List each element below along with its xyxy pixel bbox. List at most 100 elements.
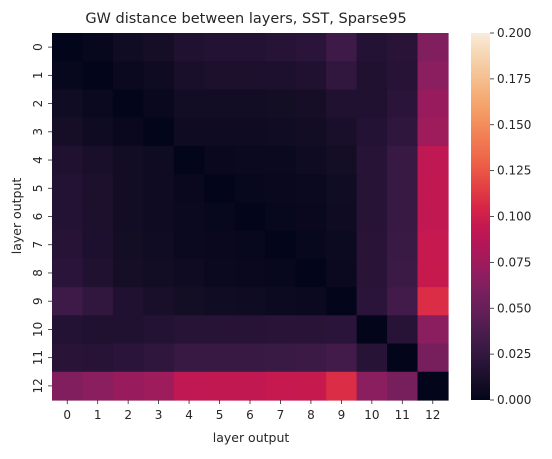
heatmap-cell-9-7 — [265, 287, 297, 316]
y-tick-label: 9 — [31, 297, 45, 305]
heatmap-cell-11-2 — [112, 343, 144, 373]
heatmap-cell-9-0 — [52, 287, 84, 316]
heatmap-cell-3-1 — [82, 117, 114, 147]
heatmap-cell-8-8 — [295, 258, 327, 288]
heatmap-cell-3-7 — [265, 117, 297, 147]
heatmap-cell-9-2 — [112, 287, 144, 316]
heatmap-cell-8-1 — [82, 258, 114, 288]
heatmap-cell-10-6 — [234, 315, 266, 345]
colorbar-tick-label: 0.125 — [497, 164, 531, 178]
heatmap-cell-5-6 — [234, 174, 266, 203]
heatmap-cell-12-4 — [173, 371, 205, 401]
heatmap-cell-5-5 — [204, 174, 236, 203]
heatmap-cell-10-12 — [417, 315, 449, 345]
heatmap-cell-12-7 — [265, 371, 297, 401]
heatmap-cell-0-7 — [265, 33, 297, 62]
heatmap-cell-10-4 — [173, 315, 205, 345]
heatmap-cell-10-7 — [265, 315, 297, 345]
heatmap-cell-0-10 — [356, 33, 388, 62]
x-tick-label: 6 — [246, 408, 254, 422]
heatmap-cell-2-12 — [417, 89, 449, 119]
heatmap-cell-11-8 — [295, 343, 327, 373]
x-tick-label: 2 — [124, 408, 132, 422]
heatmap-cell-4-3 — [143, 145, 175, 175]
heatmap-cell-10-2 — [112, 315, 144, 345]
y-tick-label: 7 — [31, 241, 45, 249]
heatmap-cell-0-2 — [112, 33, 144, 62]
colorbar-tick-label: 0.000 — [497, 393, 531, 407]
heatmap-cell-2-5 — [204, 89, 236, 119]
y-tick-label: 8 — [31, 269, 45, 277]
heatmap-cell-4-6 — [234, 145, 266, 175]
heatmap-cell-3-11 — [387, 117, 419, 147]
heatmap-cell-9-8 — [295, 287, 327, 316]
heatmap-cell-3-8 — [295, 117, 327, 147]
y-tick-label: 1 — [31, 72, 45, 80]
heatmap-cell-2-2 — [112, 89, 144, 119]
heatmap-cell-7-2 — [112, 230, 144, 260]
x-tick-label: 10 — [364, 408, 379, 422]
heatmap-cell-0-0 — [52, 33, 84, 62]
heatmap-cell-5-10 — [356, 174, 388, 203]
heatmap-cell-4-5 — [204, 145, 236, 175]
heatmap-cell-3-5 — [204, 117, 236, 147]
heatmap-cell-9-1 — [82, 287, 114, 316]
heatmap-cell-4-1 — [82, 145, 114, 175]
heatmap-cell-10-5 — [204, 315, 236, 345]
heatmap-cell-1-2 — [112, 61, 144, 91]
heatmap-cell-10-8 — [295, 315, 327, 345]
x-tick-label: 9 — [338, 408, 346, 422]
heatmap-cell-9-5 — [204, 287, 236, 316]
heatmap-cell-0-1 — [82, 33, 114, 62]
heatmap-cell-12-11 — [387, 371, 419, 401]
heatmap-cell-6-4 — [173, 202, 205, 232]
heatmap-cell-7-5 — [204, 230, 236, 260]
colorbar-tick-label: 0.175 — [497, 72, 531, 86]
heatmap-cell-4-9 — [326, 145, 358, 175]
heatmap-cell-2-9 — [326, 89, 358, 119]
heatmap-cell-11-4 — [173, 343, 205, 373]
heatmap-cell-7-10 — [356, 230, 388, 260]
heatmap-cell-11-12 — [417, 343, 449, 373]
heatmap-cell-10-1 — [82, 315, 114, 345]
heatmap-cell-2-11 — [387, 89, 419, 119]
heatmap-cell-1-3 — [143, 61, 175, 91]
heatmap-cell-12-6 — [234, 371, 266, 401]
heatmap-cell-3-2 — [112, 117, 144, 147]
chart-title: GW distance between layers, SST, Sparse9… — [85, 11, 406, 27]
heatmap-cell-6-11 — [387, 202, 419, 232]
y-tick-label: 2 — [31, 100, 45, 108]
heatmap-cell-7-7 — [265, 230, 297, 260]
heatmap-cell-9-11 — [387, 287, 419, 316]
heatmap-cell-9-12 — [417, 287, 449, 316]
heatmap-cell-3-10 — [356, 117, 388, 147]
colorbar-tick-label: 0.025 — [497, 347, 531, 361]
heatmap-cell-9-10 — [356, 287, 388, 316]
heatmap-cell-11-0 — [52, 343, 84, 373]
y-axis-label: layer output — [9, 178, 24, 255]
heatmap-cell-8-4 — [173, 258, 205, 288]
heatmap-cell-4-10 — [356, 145, 388, 175]
heatmap-cell-5-8 — [295, 174, 327, 203]
heatmap-cell-2-6 — [234, 89, 266, 119]
x-tick-label: 7 — [277, 408, 285, 422]
heatmap-cell-2-8 — [295, 89, 327, 119]
heatmap-cell-12-3 — [143, 371, 175, 401]
heatmap-cell-8-0 — [52, 258, 84, 288]
heatmap-cell-11-6 — [234, 343, 266, 373]
heatmap-cell-4-2 — [112, 145, 144, 175]
heatmap-cell-12-8 — [295, 371, 327, 401]
heatmap-cell-9-4 — [173, 287, 205, 316]
heatmap-cell-7-3 — [143, 230, 175, 260]
heatmap-cell-4-8 — [295, 145, 327, 175]
heatmap-cell-7-1 — [82, 230, 114, 260]
heatmap-cell-5-2 — [112, 174, 144, 203]
x-tick-label: 4 — [185, 408, 193, 422]
y-tick-label: 5 — [31, 184, 45, 192]
heatmap-cell-7-8 — [295, 230, 327, 260]
y-tick-label: 0 — [31, 43, 45, 51]
heatmap-cell-8-6 — [234, 258, 266, 288]
heatmap-cell-6-6 — [234, 202, 266, 232]
heatmap-cell-5-12 — [417, 174, 449, 203]
